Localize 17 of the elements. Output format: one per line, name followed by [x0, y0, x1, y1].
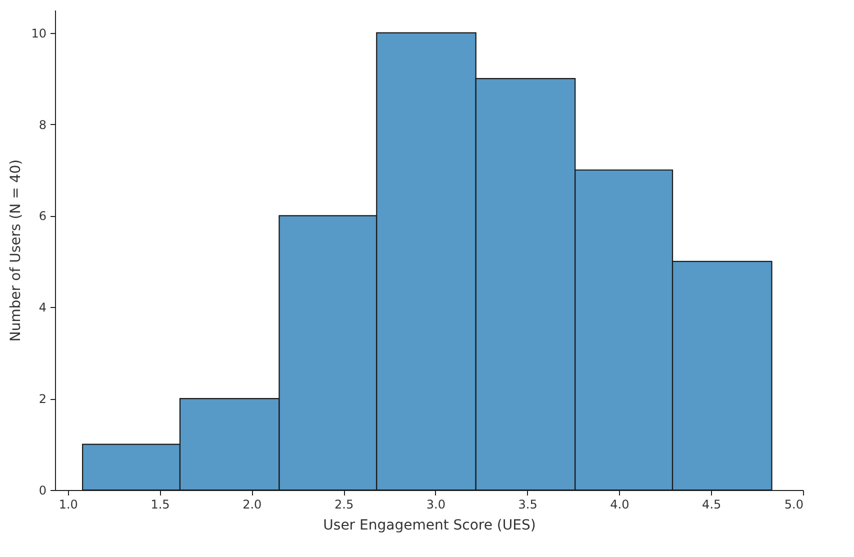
x-tick-label: 3.0: [426, 498, 446, 512]
x-tick-label: 4.0: [610, 498, 630, 512]
x-tick-label: 1.5: [150, 498, 170, 512]
y-tick-label: 8: [38, 118, 46, 132]
x-tick-label: 5.0: [784, 498, 804, 512]
x-tick-label: 1.0: [58, 498, 78, 512]
y-axis-title: Number of Users (N = 40): [8, 159, 24, 342]
x-axis-title: User Engagement Score (UES): [323, 518, 536, 534]
y-tick-label: 2: [38, 392, 46, 406]
x-tick-label: 2.0: [242, 498, 262, 512]
y-tick-label: 10: [31, 26, 46, 40]
y-tick-label: 0: [38, 484, 46, 498]
x-tick-label: 2.5: [334, 498, 354, 512]
y-tick-label: 4: [38, 300, 46, 315]
y-tick-label: 6: [38, 209, 46, 224]
x-tick-label: 3.5: [518, 498, 538, 512]
x-tick-label: 4.5: [702, 498, 722, 512]
